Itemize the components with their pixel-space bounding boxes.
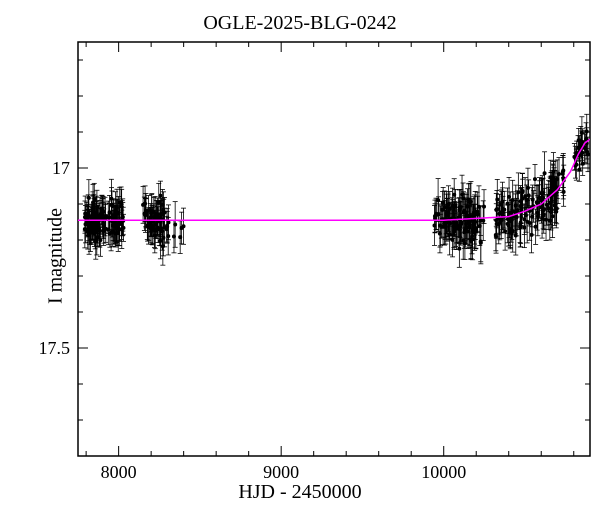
x-tick-label: 9000 bbox=[263, 462, 299, 482]
y-axis-label: I magnitude bbox=[45, 208, 68, 304]
y-tick-label: 17.5 bbox=[39, 338, 71, 358]
x-tick-label: 8000 bbox=[101, 462, 137, 482]
x-axis-label: HJD - 2450000 bbox=[0, 481, 600, 504]
chart-container: OGLE-2025-BLG-0242 I magnitude HJD - 245… bbox=[0, 0, 600, 512]
plot-svg: 8000 9000 10000 17 17.5 bbox=[0, 0, 600, 512]
y-tick-label: 17 bbox=[52, 158, 70, 178]
chart-title: OGLE-2025-BLG-0242 bbox=[0, 12, 600, 35]
data-points-group bbox=[82, 114, 590, 267]
x-tick-label: 10000 bbox=[421, 462, 466, 482]
